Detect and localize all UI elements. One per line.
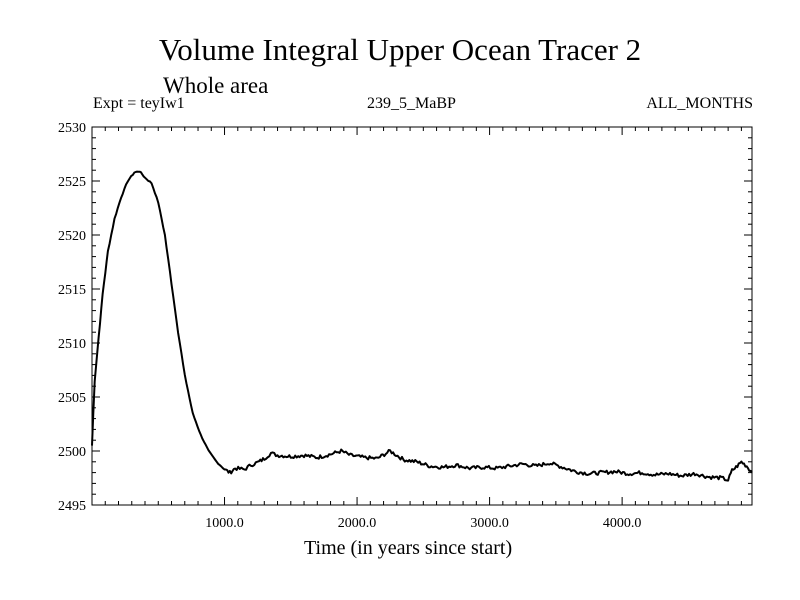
plot-frame — [91, 126, 753, 506]
series-line — [91, 170, 753, 482]
x-axis-label: Time (in years since start) — [304, 537, 513, 559]
chart-title: Volume Integral Upper Ocean Tracer 2 — [158, 32, 642, 67]
x-tick-label: 3000.0 — [470, 516, 509, 531]
chart-subtitle: Whole area — [163, 73, 269, 98]
y-tick-label: 2530 — [58, 121, 86, 136]
y-tick-label: 2515 — [58, 283, 86, 298]
y-tick-label: 2510 — [58, 337, 86, 352]
y-tick-label: 2495 — [58, 499, 86, 514]
x-tick-label: 4000.0 — [603, 516, 642, 531]
y-tick-label: 2520 — [58, 229, 86, 244]
y-tick-label: 2525 — [58, 175, 86, 190]
experiment-label: Expt = teyIw1 — [93, 95, 185, 112]
x-tick-label: 2000.0 — [338, 516, 377, 531]
months-label: ALL_MONTHS — [646, 95, 753, 112]
period-label: 239_5_MaBP — [367, 95, 456, 112]
x-tick-label: 1000.0 — [205, 516, 244, 531]
y-tick-label: 2500 — [58, 445, 86, 460]
y-tick-label: 2505 — [58, 391, 86, 406]
